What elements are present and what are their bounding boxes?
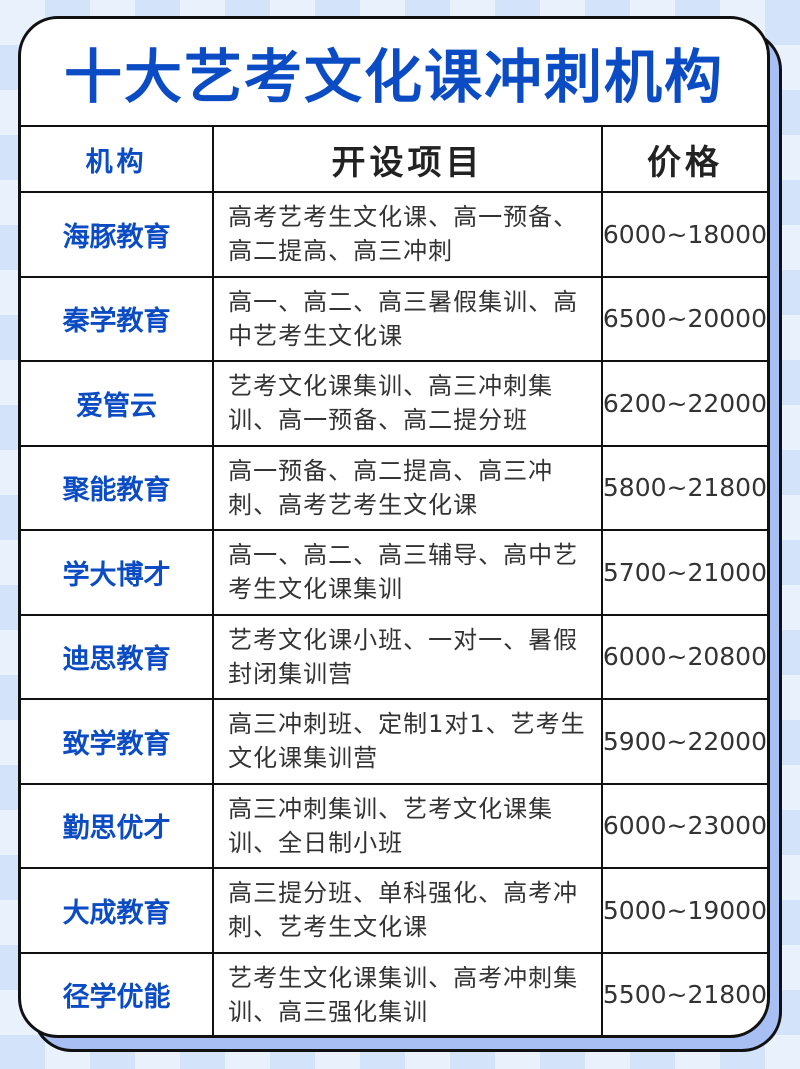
page-title: 十大艺考文化课冲刺机构 bbox=[63, 43, 724, 111]
table-row: 致学教育 高三冲刺班、定制1对1、艺考生文化课集训营 5900~22000 bbox=[21, 698, 767, 785]
program-list: 高考艺考生文化课、高一预备、高二提高、高三冲刺 bbox=[212, 191, 603, 278]
program-list: 艺考生文化课集训、高考冲刺集训、高三强化集训 bbox=[212, 951, 603, 1035]
institution-name: 迪思教育 bbox=[21, 613, 215, 700]
program-list: 艺考文化课集训、高三冲刺集训、高一预备、高二提分班 bbox=[212, 360, 603, 447]
price-range: 5500~21800 bbox=[600, 951, 767, 1035]
header-price: 价格 bbox=[600, 125, 767, 193]
institution-name: 爱管云 bbox=[21, 360, 215, 447]
institution-table: 机构 开设项目 价格 海豚教育 高考艺考生文化课、高一预备、高二提高、高三冲刺 60… bbox=[21, 125, 767, 1035]
price-range: 6200~22000 bbox=[600, 360, 767, 447]
program-list: 艺考文化课小班、一对一、暑假封闭集训营 bbox=[212, 613, 603, 700]
price-range: 5000~19000 bbox=[600, 867, 767, 954]
table-row: 爱管云 艺考文化课集训、高三冲刺集训、高一预备、高二提分班 6200~22000 bbox=[21, 360, 767, 447]
table-row: 聚能教育 高一预备、高二提高、高三冲刺、高考艺考生文化课 5800~21800 bbox=[21, 444, 767, 531]
header-programs: 开设项目 bbox=[212, 125, 603, 193]
price-range: 6000~20800 bbox=[600, 613, 767, 700]
table-row: 勤思优才 高三冲刺集训、艺考文化课集训、全日制小班 6000~23000 bbox=[21, 782, 767, 869]
price-range: 6000~18000 bbox=[600, 191, 767, 278]
table-row: 大成教育 高三提分班、单科强化、高考冲刺、艺考生文化课 5000~19000 bbox=[21, 867, 767, 954]
program-list: 高一、高二、高三暑假集训、高中艺考生文化课 bbox=[212, 275, 603, 362]
institution-name: 聚能教育 bbox=[21, 444, 215, 531]
table-row: 径学优能 艺考生文化课集训、高考冲刺集训、高三强化集训 5500~21800 bbox=[21, 951, 767, 1035]
header-institution: 机构 bbox=[21, 125, 215, 193]
table-row: 秦学教育 高一、高二、高三暑假集训、高中艺考生文化课 6500~20000 bbox=[21, 275, 767, 362]
program-list: 高三冲刺集训、艺考文化课集训、全日制小班 bbox=[212, 782, 603, 869]
institution-name: 海豚教育 bbox=[21, 191, 215, 278]
price-range: 5700~21000 bbox=[600, 529, 767, 616]
price-range: 5800~21800 bbox=[600, 444, 767, 531]
table-row: 学大博才 高一、高二、高三辅导、高中艺考生文化课集训 5700~21000 bbox=[21, 529, 767, 616]
institution-name: 大成教育 bbox=[21, 867, 215, 954]
program-list: 高三提分班、单科强化、高考冲刺、艺考生文化课 bbox=[212, 867, 603, 954]
price-range: 5900~22000 bbox=[600, 698, 767, 785]
institution-name: 径学优能 bbox=[21, 951, 215, 1035]
table-header: 机构 开设项目 价格 bbox=[21, 125, 767, 193]
institution-name: 勤思优才 bbox=[21, 782, 215, 869]
card: 十大艺考文化课冲刺机构 机构 开设项目 价格 海豚教育 高考艺考生文化课、高一预备… bbox=[18, 16, 770, 1038]
price-range: 6500~20000 bbox=[600, 275, 767, 362]
institution-name: 学大博才 bbox=[21, 529, 215, 616]
program-list: 高一预备、高二提高、高三冲刺、高考艺考生文化课 bbox=[212, 444, 603, 531]
institution-name: 致学教育 bbox=[21, 698, 215, 785]
table-row: 迪思教育 艺考文化课小班、一对一、暑假封闭集训营 6000~20800 bbox=[21, 613, 767, 700]
program-list: 高三冲刺班、定制1对1、艺考生文化课集训营 bbox=[212, 698, 603, 785]
table-row: 海豚教育 高考艺考生文化课、高一预备、高二提高、高三冲刺 6000~18000 bbox=[21, 191, 767, 278]
institution-name: 秦学教育 bbox=[21, 275, 215, 362]
program-list: 高一、高二、高三辅导、高中艺考生文化课集训 bbox=[212, 529, 603, 616]
price-range: 6000~23000 bbox=[600, 782, 767, 869]
